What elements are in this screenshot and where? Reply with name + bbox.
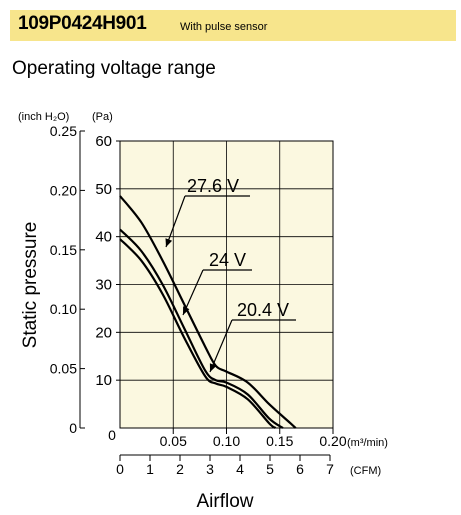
label-arrowhead bbox=[165, 238, 173, 247]
x-tick-label-m3: 0 bbox=[108, 427, 116, 443]
model-note: With pulse sensor bbox=[180, 21, 268, 33]
y-tick-label-pa: 10 bbox=[95, 372, 112, 389]
series-label: 20.4 V bbox=[237, 300, 289, 320]
label-arrowhead bbox=[183, 306, 190, 315]
x-tick-label-cfm: 7 bbox=[326, 461, 334, 477]
x-tick-label-m3: 0.15 bbox=[266, 433, 293, 449]
y-tick-label-inch: 0.25 bbox=[50, 123, 77, 139]
y-tick-label-pa: 60 bbox=[95, 133, 112, 150]
y-tick-label-pa: 30 bbox=[95, 277, 112, 294]
y-tick-label-inch: 0.05 bbox=[50, 361, 77, 377]
x-tick-label-m3: 0.05 bbox=[160, 433, 187, 449]
y-tick-label-pa: 20 bbox=[95, 324, 112, 341]
x-tick-label-cfm: 3 bbox=[206, 461, 214, 477]
y-tick-label-inch: 0 bbox=[69, 420, 77, 436]
x-tick-label-cfm: 5 bbox=[266, 461, 274, 477]
series-line-24-v bbox=[119, 228, 284, 429]
x-tick-label-cfm: 6 bbox=[296, 461, 304, 477]
y-unit-pa: (Pa) bbox=[92, 111, 113, 123]
section-title: Operating voltage range bbox=[12, 58, 216, 79]
label-pointer bbox=[165, 195, 186, 248]
label-pointer bbox=[182, 269, 204, 316]
x-unit-cfm: (CFM) bbox=[350, 465, 381, 477]
x-tick-label-m3: 0.10 bbox=[213, 433, 240, 449]
axes bbox=[79, 130, 334, 461]
header-bar: 109P0424H901 With pulse sensor bbox=[10, 10, 456, 41]
y-unit-inch: (inch H₂O) bbox=[18, 111, 69, 123]
x-tick-label-cfm: 0 bbox=[116, 461, 124, 477]
series-label: 24 V bbox=[209, 250, 246, 270]
labels: 0.05 0.10 0.15 0.200 (m³/min)102030405060(Pa… bbox=[18, 111, 388, 512]
x-tick-label-cfm: 2 bbox=[176, 461, 184, 477]
x-tick-label-m3: 0.20 bbox=[319, 433, 346, 449]
model-number: 109P0424H901 bbox=[18, 13, 147, 34]
x-axis-title: Airflow bbox=[196, 491, 253, 512]
series-line-20-4-v bbox=[119, 238, 277, 429]
y-axis-title: Static pressure bbox=[20, 222, 41, 349]
y-tick-label-inch: 0.20 bbox=[50, 182, 77, 198]
x-tick-label-cfm: 4 bbox=[236, 461, 244, 477]
y-tick-label-pa: 40 bbox=[95, 229, 112, 246]
x-tick-label-cfm: 1 bbox=[146, 461, 154, 477]
series-label: 27.6 V bbox=[187, 176, 239, 196]
y-tick-label-inch: 0.15 bbox=[50, 242, 77, 258]
x-unit-m3: (m³/min) bbox=[347, 437, 388, 449]
label-pointer bbox=[209, 319, 233, 373]
y-tick-label-pa: 50 bbox=[95, 181, 112, 198]
grid bbox=[120, 141, 333, 428]
y-tick-label-inch: 0.10 bbox=[50, 301, 77, 317]
label-arrowhead bbox=[209, 363, 217, 372]
